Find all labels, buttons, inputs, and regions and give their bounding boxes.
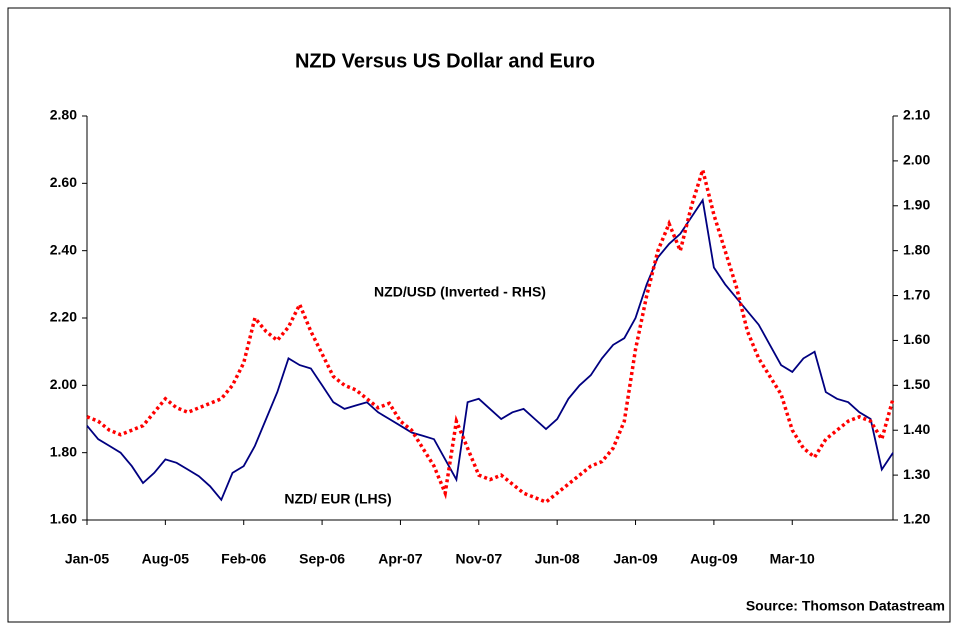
y-tick-label: 2.20	[50, 309, 77, 325]
series-label: NZD/ EUR (LHS)	[284, 491, 391, 507]
y2-tick-label: 1.50	[903, 376, 930, 392]
y2-tick-label: 1.40	[903, 421, 930, 437]
x-tick-label: Apr-07	[378, 551, 423, 567]
x-tick-label: Sep-06	[299, 551, 345, 567]
y2-tick-label: 1.90	[903, 196, 930, 212]
series-label: NZD/USD (Inverted - RHS)	[374, 284, 546, 300]
y2-tick-label: 1.80	[903, 241, 930, 257]
x-tick-label: Aug-09	[690, 551, 738, 567]
x-tick-label: Jan-09	[613, 551, 658, 567]
y-tick-label: 2.40	[50, 241, 77, 257]
y-tick-label: 2.00	[50, 376, 77, 392]
x-tick-label: Nov-07	[455, 551, 502, 567]
eur-line	[86, 197, 894, 502]
y-tick-label: 1.60	[50, 511, 77, 527]
x-tick-label: Mar-10	[770, 551, 815, 567]
chart-title: NZD Versus US Dollar and Euro	[295, 50, 595, 72]
usd-line	[86, 163, 895, 504]
y-tick-label: 1.80	[50, 443, 77, 459]
y2-tick-label: 2.00	[903, 152, 930, 168]
y2-tick-label: 1.60	[903, 331, 930, 347]
chart-frame	[7, 7, 951, 623]
x-tick-label: Jun-08	[535, 551, 580, 567]
y2-tick-label: 1.20	[903, 511, 930, 527]
source-note: Source: Thomson Datastream	[746, 598, 945, 614]
y2-tick-label: 2.10	[903, 107, 930, 123]
y2-tick-label: 1.70	[903, 286, 930, 302]
x-tick-label: Aug-05	[142, 551, 190, 567]
y2-tick-label: 1.30	[903, 466, 930, 482]
x-tick-label: Feb-06	[221, 551, 266, 567]
x-tick-label: Jan-05	[65, 551, 110, 567]
y-tick-label: 2.60	[50, 174, 77, 190]
y-tick-label: 2.80	[50, 107, 77, 123]
